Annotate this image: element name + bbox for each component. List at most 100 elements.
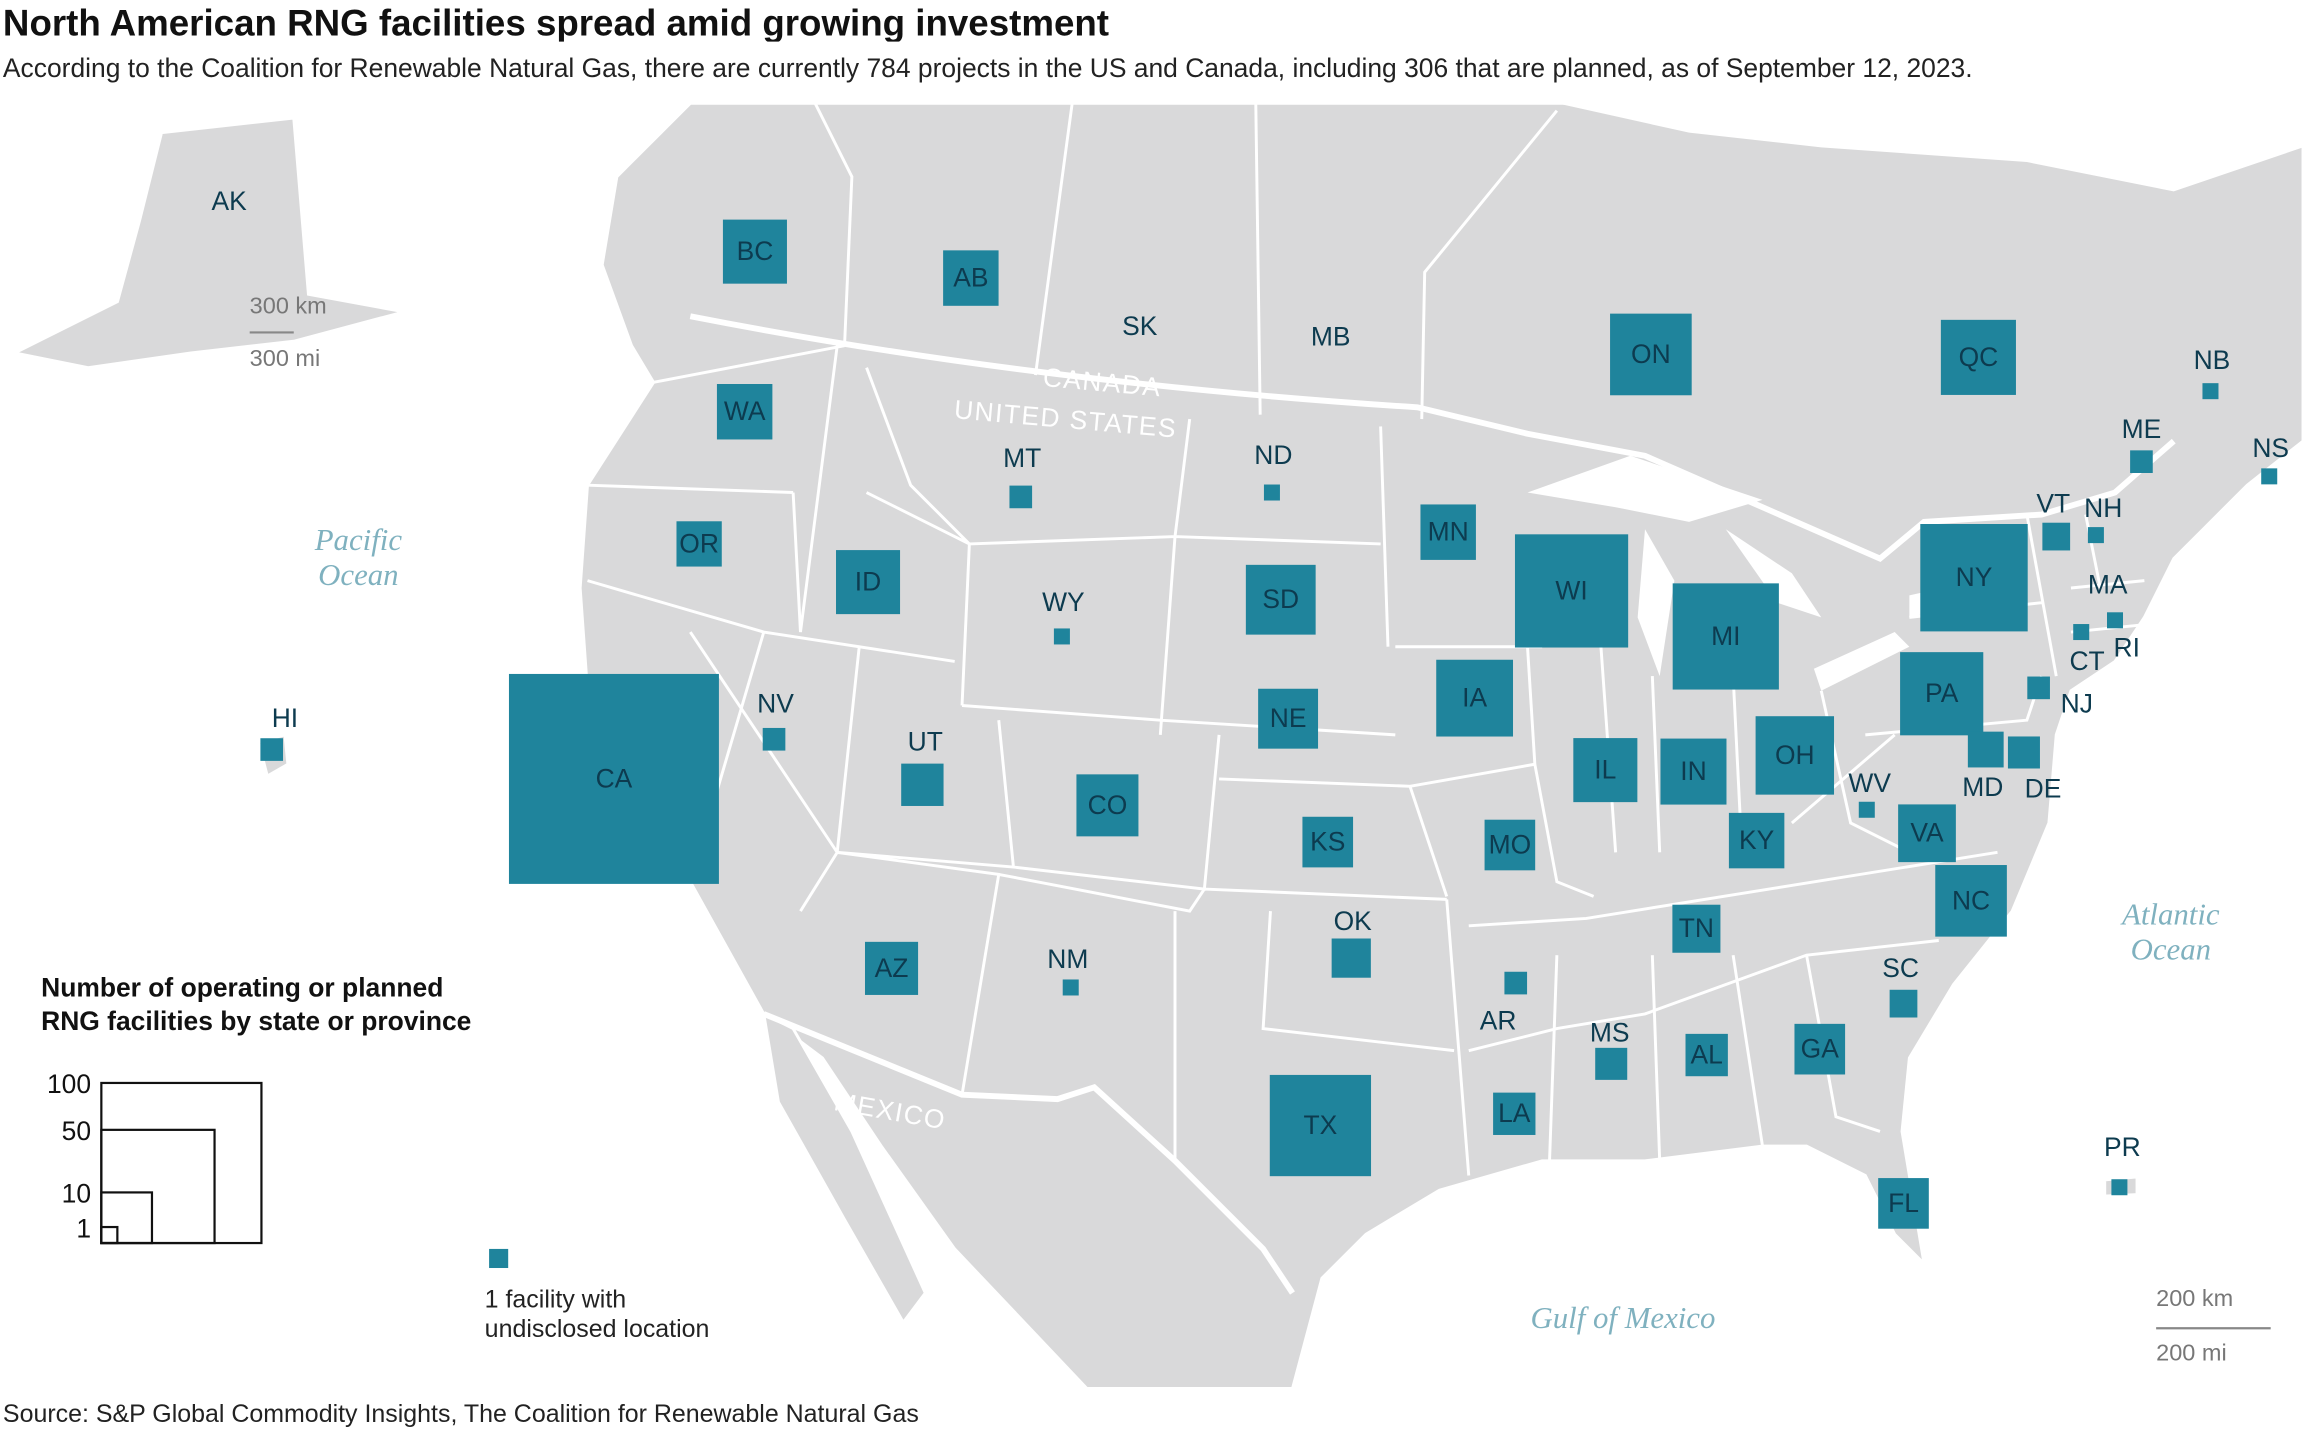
region-label: SC xyxy=(1882,953,1919,983)
region-az: AZ xyxy=(864,941,919,995)
region-label: WY xyxy=(1042,587,1085,617)
region-fl: FL xyxy=(1878,1178,1929,1229)
region-ky: KY xyxy=(1728,812,1785,869)
region-tx: TX xyxy=(1269,1074,1372,1177)
region-label: MB xyxy=(1311,321,1351,351)
facility-count-square xyxy=(2073,624,2090,641)
facility-count-square xyxy=(1967,731,2004,768)
region-nb: NB xyxy=(2194,345,2231,400)
chart-title: North American RNG facilities spread ami… xyxy=(3,3,1109,44)
region-tn: TN xyxy=(1672,904,1721,953)
facility-count-square xyxy=(2106,612,2124,629)
region-pa: PA xyxy=(1900,652,1984,736)
facility-count-square xyxy=(1672,904,1721,953)
region-label: QC xyxy=(1959,342,1999,372)
region-label: VT xyxy=(2036,489,2070,519)
region-mb: MB xyxy=(1311,321,1351,351)
canada-us-border xyxy=(689,313,2176,563)
facility-count-square xyxy=(1436,659,1514,737)
region-ks: KS xyxy=(1302,816,1354,868)
region-label: LA xyxy=(1498,1098,1531,1128)
region-ab: AB xyxy=(943,250,999,306)
gulf-of-mexico-label: Gulf of Mexico xyxy=(1531,1301,1716,1335)
facility-count-square xyxy=(2042,522,2071,551)
region-label: BC xyxy=(737,236,774,266)
undisclosed-label: 1 facility with xyxy=(485,1286,626,1314)
scale-bar-west: 300 km 300 mi xyxy=(249,292,327,371)
facility-count-square xyxy=(508,673,719,884)
region-il: IL xyxy=(1573,738,1638,803)
facility-count-square xyxy=(1493,1092,1536,1135)
region-label: MD xyxy=(1962,772,2003,802)
region-nd: ND xyxy=(1254,440,1292,501)
facility-count-square xyxy=(1794,1023,1846,1075)
facility-count-square xyxy=(2007,736,2040,769)
facility-count-square xyxy=(943,250,999,306)
region-label: ME xyxy=(2122,414,2162,444)
facility-count-square xyxy=(1331,938,1371,978)
legend-value-label: 50 xyxy=(62,1116,91,1146)
facility-count-square xyxy=(1728,812,1785,869)
region-pr: PR xyxy=(2104,1132,2141,1196)
facility-count-square xyxy=(1900,652,1984,736)
facility-count-square xyxy=(2202,383,2219,400)
region-label: NE xyxy=(1270,703,1307,733)
facility-count-square xyxy=(762,727,786,751)
region-ak: AK xyxy=(212,186,248,216)
region-label: IL xyxy=(1594,755,1616,785)
legend-title: Number of operating or planned xyxy=(41,972,443,1002)
facility-count-square xyxy=(1009,485,1033,509)
region-label: NB xyxy=(2194,345,2231,375)
region-label: WV xyxy=(1848,768,1891,798)
region-label: ON xyxy=(1631,339,1671,369)
region-ms: MS xyxy=(1590,1017,1630,1080)
region-label: FL xyxy=(1888,1188,1919,1218)
region-ut: UT xyxy=(901,727,944,806)
facility-count-square xyxy=(1685,1033,1728,1077)
facility-count-square xyxy=(676,521,722,567)
region-label: NJ xyxy=(2061,688,2093,718)
atlantic-ocean-label: Atlantic xyxy=(2120,897,2220,931)
region-label: NY xyxy=(1956,562,1993,592)
region-ia: IA xyxy=(1436,659,1514,737)
region-label: MS xyxy=(1590,1017,1630,1047)
province-borders xyxy=(813,102,1559,420)
scale-bar-east: 200 km 200 mi xyxy=(2156,1285,2271,1366)
facility-count-square xyxy=(1302,816,1354,868)
facility-count-square xyxy=(836,550,901,615)
scale-mi: 300 mi xyxy=(250,345,321,371)
region-ma: MA xyxy=(2088,570,2128,600)
region-label: MT xyxy=(1003,443,1041,473)
region-label: KY xyxy=(1739,825,1775,855)
region-hi: HI xyxy=(260,703,298,761)
facility-count-square xyxy=(1940,319,2016,395)
facility-count-square xyxy=(1755,716,1835,795)
facility-count-square xyxy=(1595,1047,1628,1080)
region-label: AL xyxy=(1691,1040,1723,1070)
pacific-ocean-label: Pacific xyxy=(314,523,403,557)
region-mt: MT xyxy=(1003,443,1041,509)
region-ns: NS xyxy=(2252,433,2289,485)
region-qc: QC xyxy=(1940,319,2016,395)
region-wv: WV xyxy=(1848,768,1891,818)
region-markers: AK BC AB SK MB ON QC NB NS ME VT NH MA NY PA NJ MD DE CT RI… xyxy=(212,186,2289,1229)
region-ar: AR xyxy=(1480,971,1528,1036)
region-vt: VT xyxy=(2036,489,2070,551)
legend-square-50 xyxy=(100,1128,216,1245)
region-co: CO xyxy=(1076,774,1139,837)
facility-count-square xyxy=(1878,1178,1929,1229)
region-label: AB xyxy=(953,263,988,293)
region-label: AR xyxy=(1480,1006,1517,1036)
facility-count-square xyxy=(2261,468,2278,485)
baja-california xyxy=(761,1011,928,1326)
facility-count-square xyxy=(1920,524,2028,632)
region-wy: WY xyxy=(1042,587,1085,645)
region-on: ON xyxy=(1610,313,1692,396)
region-la: LA xyxy=(1493,1092,1536,1135)
region-label: SK xyxy=(1122,311,1158,341)
region-label: AK xyxy=(212,186,248,216)
region-sk: SK xyxy=(1122,311,1158,341)
region-or: OR xyxy=(676,521,722,567)
size-legend: Number of operating or planned RNG facil… xyxy=(41,972,709,1343)
